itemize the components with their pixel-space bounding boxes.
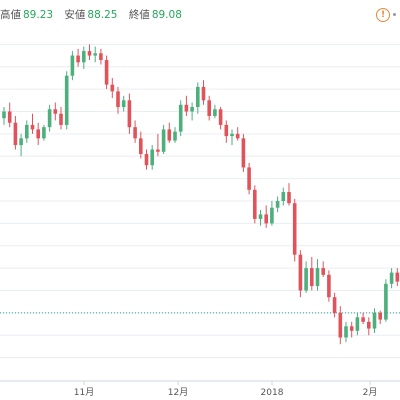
candle-body (110, 84, 115, 92)
candle-body (253, 189, 257, 219)
candle-body (338, 312, 343, 338)
candle-body (7, 111, 12, 123)
candle-body (70, 55, 75, 76)
close-value: 89.08 (151, 9, 182, 21)
candle-body (327, 274, 331, 298)
candle-body (349, 326, 354, 331)
menu-dot-icon[interactable] (393, 13, 396, 16)
candle-body (384, 283, 388, 320)
candle-body (367, 321, 371, 329)
candle-body (93, 53, 97, 56)
candle-body (218, 109, 223, 125)
candle-body (76, 55, 80, 63)
candle-body (127, 100, 132, 128)
candle-body (64, 75, 69, 125)
ohlc-readout: 高値 89.23 安値 88.25 終値 89.08 (0, 7, 190, 22)
candle-body (201, 86, 206, 101)
candle-body (2, 111, 6, 119)
candle-body (19, 138, 23, 146)
candle-body (133, 127, 137, 139)
candle-body (378, 312, 382, 320)
candle-body (275, 201, 280, 208)
candle-body (241, 138, 246, 168)
candles (2, 44, 400, 345)
candle-body (13, 122, 18, 146)
candle-body (321, 268, 325, 275)
x-tick-label: 12月 (168, 387, 188, 398)
candle-body (247, 167, 251, 190)
candle-body (139, 138, 143, 155)
candle-body (361, 317, 365, 322)
candle-body (196, 86, 200, 108)
high-value: 89.23 (23, 9, 54, 21)
candle-body (310, 268, 314, 287)
candle-body (344, 326, 348, 338)
candle-body (167, 129, 172, 141)
candle-body (36, 129, 40, 139)
candle-body (144, 154, 149, 166)
candle-body (292, 203, 297, 255)
x-tick-label: 11月 (74, 387, 94, 398)
candle-body (53, 109, 58, 114)
x-tick-label: 2月 (363, 387, 378, 398)
candle-body (190, 107, 194, 112)
candle-body (395, 272, 400, 282)
candle-body (287, 192, 291, 204)
candle-body (389, 272, 394, 284)
candle-body (178, 104, 183, 132)
candle-body (332, 297, 337, 313)
candle-body (184, 104, 189, 112)
grid-lines (0, 43, 400, 359)
candle-body (258, 214, 263, 219)
candle-body (355, 317, 360, 331)
candle-body (82, 51, 86, 63)
candle-body (281, 192, 286, 201)
warning-icon[interactable]: ! (376, 8, 390, 22)
x-axis-ticks: 11月 12月 2018 2月 (74, 381, 378, 398)
candle-body (298, 254, 303, 291)
candle-body (372, 312, 377, 329)
candle-body (30, 124, 35, 130)
candle-body (150, 149, 154, 166)
candle-body (87, 51, 92, 56)
candle-body (173, 131, 177, 141)
candle-body (161, 129, 166, 152)
candle-body (264, 214, 268, 224)
candle-body (47, 109, 52, 128)
x-tick-label: 2018 (261, 388, 284, 398)
candle-body (270, 207, 274, 224)
candle-body (315, 268, 320, 287)
candle-body (121, 100, 126, 108)
high-label: 高値 (0, 9, 21, 21)
candle-body (99, 53, 103, 61)
candle-body (156, 149, 160, 152)
candle-body (230, 133, 234, 137)
candle-body (104, 60, 109, 85)
low-value: 88.25 (87, 9, 118, 21)
candle-body (235, 133, 240, 139)
candle-body (116, 91, 120, 108)
candle-body (25, 124, 29, 139)
candle-body (59, 113, 63, 125)
close-label: 終値 (128, 9, 150, 21)
candle-body (304, 268, 308, 291)
candle-body (224, 124, 229, 137)
candle-body (213, 109, 217, 116)
candle-body (42, 127, 46, 139)
candle-body (207, 100, 211, 116)
low-label: 安値 (64, 9, 86, 21)
